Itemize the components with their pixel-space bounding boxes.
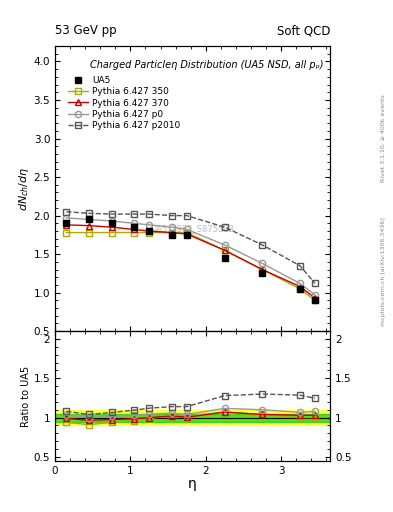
X-axis label: η: η	[188, 477, 197, 491]
Bar	[55, 410, 330, 425]
Y-axis label: $dN_{ch}/d\eta$: $dN_{ch}/d\eta$	[17, 166, 31, 211]
Bar	[55, 414, 330, 421]
Legend: UA5, Pythia 6.427 350, Pythia 6.427 370, Pythia 6.427 p0, Pythia 6.427 p2010: UA5, Pythia 6.427 350, Pythia 6.427 370,…	[65, 73, 183, 133]
Text: Soft QCD: Soft QCD	[277, 25, 330, 37]
Text: Rivet 3.1.10, ≥ 400k events: Rivet 3.1.10, ≥ 400k events	[381, 94, 386, 182]
Text: 53 GeV pp: 53 GeV pp	[55, 25, 117, 37]
Text: UA5_1982_S875503: UA5_1982_S875503	[151, 224, 235, 233]
Text: Charged Particleη Distribution (UA5 NSD, all pₚ): Charged Particleη Distribution (UA5 NSD,…	[90, 60, 323, 70]
Y-axis label: Ratio to UA5: Ratio to UA5	[21, 366, 31, 426]
Text: mcplots.cern.ch [arXiv:1306.3436]: mcplots.cern.ch [arXiv:1306.3436]	[381, 217, 386, 326]
